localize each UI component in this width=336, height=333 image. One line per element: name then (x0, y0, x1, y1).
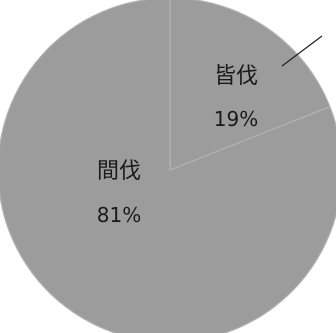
leader-line (281, 35, 323, 67)
slice-label-thinning: 間伐 (97, 159, 141, 184)
slice-value-thinning: 81% (97, 203, 141, 227)
slice-value-clearcut: 19% (214, 107, 258, 131)
slice-clearcut (169, 0, 331, 171)
slice-label-clearcut: 皆伐 (214, 64, 258, 89)
